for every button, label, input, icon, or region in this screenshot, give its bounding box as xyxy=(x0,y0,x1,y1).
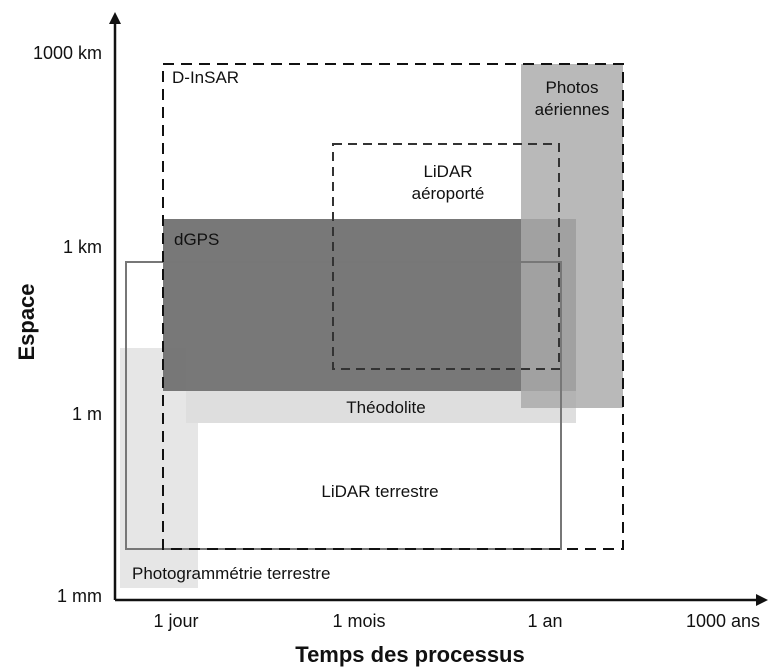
theodolite-overlap xyxy=(186,291,576,391)
x-tick-1000ans: 1000 ans xyxy=(686,611,760,631)
y-tick-1m: 1 m xyxy=(72,404,102,424)
x-tick-1jour: 1 jour xyxy=(153,611,198,631)
photogrammetrie-label: Photogrammétrie terrestre xyxy=(132,564,330,583)
lidar-aeroporte-label-line1: LiDAR xyxy=(423,162,472,181)
photos-label-line2: aériennes xyxy=(535,100,610,119)
lidar-aeroporte-outline xyxy=(332,143,560,370)
y-tick-1mm: 1 mm xyxy=(57,586,102,606)
dgps-label: dGPS xyxy=(174,230,219,249)
x-tick-1mois: 1 mois xyxy=(332,611,385,631)
photos-label-line1: Photos xyxy=(546,78,599,97)
photos-region xyxy=(521,64,623,408)
lidar-terrestre-label: LiDAR terrestre xyxy=(321,482,438,501)
y-tick-1km: 1 km xyxy=(63,237,102,257)
x-axis-title: Temps des processus xyxy=(295,642,524,667)
lidar-terrestre-label-bg xyxy=(308,466,454,516)
dinsar-label: D-InSAR xyxy=(172,68,239,87)
lidar-aeroporte-label-line2: aéroporté xyxy=(412,184,485,203)
y-tick-1000km: 1000 km xyxy=(33,43,102,63)
x-tick-1an: 1 an xyxy=(527,611,562,631)
dinsar-outline xyxy=(162,63,624,550)
y-axis-title: Espace xyxy=(14,283,39,360)
theodolite-label: Théodolite xyxy=(346,398,425,417)
